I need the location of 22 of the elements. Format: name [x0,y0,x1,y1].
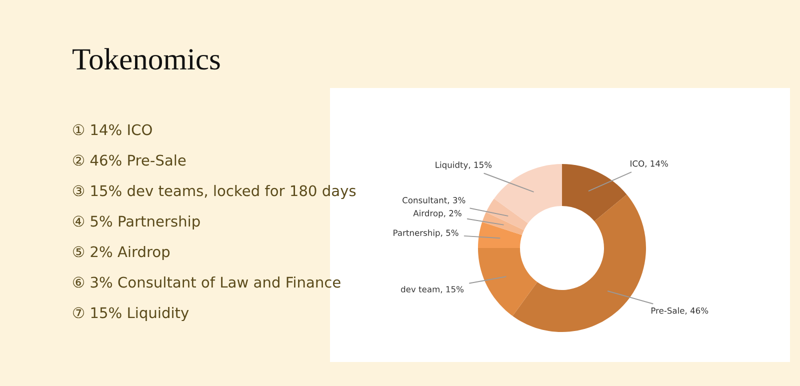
text: ⑥ 3% Consultant of Law and Finance [73,276,340,288]
donut-slice [478,248,538,316]
slice-label: ICO, 14% [630,160,668,168]
slice-label: Pre-Sale, 46% [651,307,708,315]
slice-label: Consultant, 3% [402,196,466,204]
donut-slice [486,198,528,230]
slice-label: Partnership, 5% [394,229,458,238]
slice-label: Airdrop, 2% [413,210,462,218]
text: Tokenomics [72,48,220,70]
donut-slice [478,222,522,248]
text: ⑤ 2% Airdrop [73,246,170,260]
text: ⑦ 15% Liquidity [73,306,189,322]
text: ③ 15% dev teams, locked for 180 days [73,184,356,200]
donut-slice [562,164,627,222]
text: ④ 5% Partnership [73,215,200,230]
text: ② 46% Pre-Sale [73,154,186,166]
slice-label: dev team, 15% [401,286,464,294]
donut-slice [482,212,524,236]
donut-slice [494,164,562,224]
donut-slice [512,194,646,332]
slice-label: Liquidty, 15% [436,162,492,170]
text: ① 14% ICO [73,124,152,136]
